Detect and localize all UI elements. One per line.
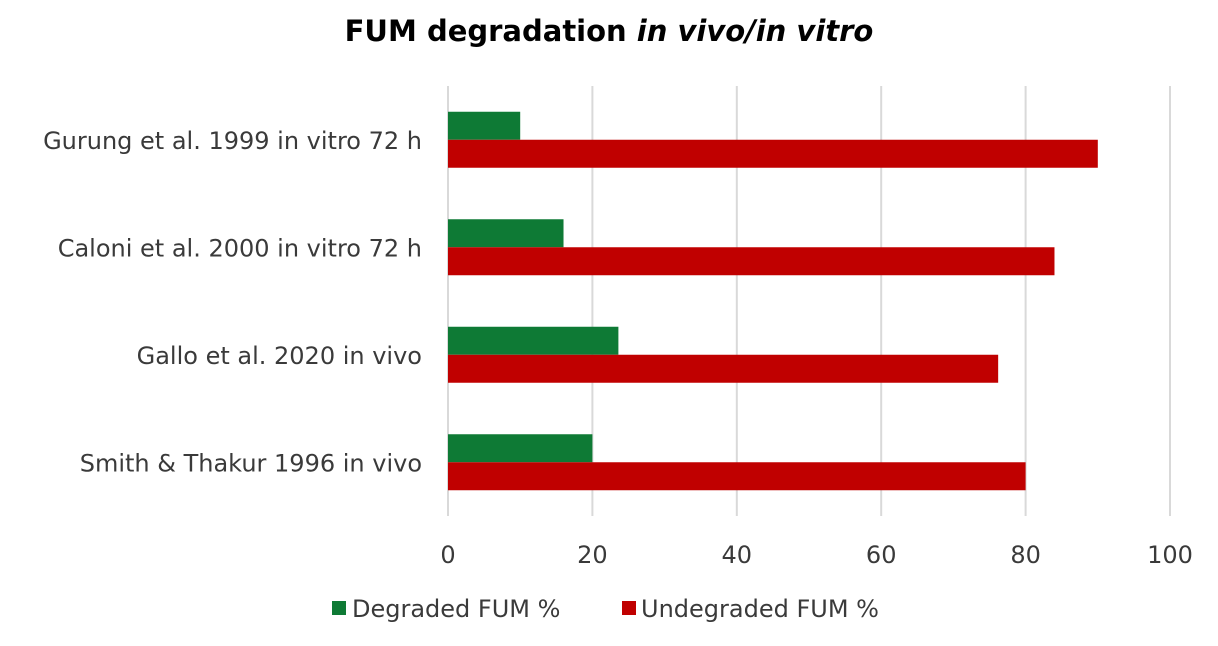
chart-title-main: FUM degradation xyxy=(344,14,637,48)
bar xyxy=(448,247,1055,276)
legend-swatch xyxy=(332,601,346,615)
bar xyxy=(448,354,999,383)
category-label: Gurung et al. 1999 in vitro 72 h xyxy=(43,127,422,155)
legend-label: Undegraded FUM % xyxy=(641,595,879,623)
category-label: Gallo et al. 2020 in vivo xyxy=(137,342,422,370)
chart-title: FUM degradation in vivo/in vitro xyxy=(0,14,1218,48)
legend-label: Degraded FUM % xyxy=(352,595,560,623)
bar xyxy=(448,434,593,463)
chart-title-italic: in vivo/in vitro xyxy=(636,14,874,48)
x-tick-label: 40 xyxy=(722,541,753,569)
bar xyxy=(448,462,1026,491)
x-tick-label: 100 xyxy=(1147,541,1193,569)
bar xyxy=(448,219,564,248)
category-label: Caloni et al. 2000 in vitro 72 h xyxy=(58,234,422,262)
category-label: Smith & Thakur 1996 in vivo xyxy=(80,449,422,477)
x-axis-ticks: 0 20 40 60 80 100 xyxy=(440,541,1193,569)
x-tick-label: 0 xyxy=(440,541,455,569)
bar xyxy=(448,111,521,140)
x-tick-label: 20 xyxy=(577,541,608,569)
bar xyxy=(448,326,619,355)
category-labels: Gurung et al. 1999 in vitro 72 h Caloni e… xyxy=(43,127,422,478)
bar xyxy=(448,139,1098,168)
bars xyxy=(448,111,1098,491)
x-tick-label: 60 xyxy=(866,541,897,569)
x-tick-label: 80 xyxy=(1010,541,1041,569)
legend: Degraded FUM % Undegraded FUM % xyxy=(332,595,879,623)
legend-swatch xyxy=(622,601,636,615)
